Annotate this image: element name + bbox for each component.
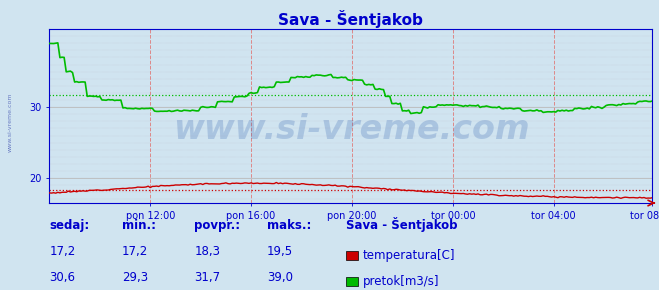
Text: 19,5: 19,5 [267,245,293,258]
Text: min.:: min.: [122,219,156,232]
Text: 39,0: 39,0 [267,271,293,284]
Text: www.si-vreme.com: www.si-vreme.com [173,113,529,146]
Text: 17,2: 17,2 [49,245,76,258]
Text: www.si-vreme.com: www.si-vreme.com [8,92,13,152]
Text: 30,6: 30,6 [49,271,75,284]
Text: pretok[m3/s]: pretok[m3/s] [363,275,440,288]
Text: 31,7: 31,7 [194,271,221,284]
Text: 29,3: 29,3 [122,271,148,284]
Text: temperatura[C]: temperatura[C] [363,249,455,262]
Text: Sava - Šentjakob: Sava - Šentjakob [346,217,457,232]
Text: sedaj:: sedaj: [49,219,90,232]
Title: Sava - Šentjakob: Sava - Šentjakob [279,10,423,28]
Text: 18,3: 18,3 [194,245,220,258]
Text: 17,2: 17,2 [122,245,148,258]
Text: maks.:: maks.: [267,219,311,232]
Text: povpr.:: povpr.: [194,219,241,232]
